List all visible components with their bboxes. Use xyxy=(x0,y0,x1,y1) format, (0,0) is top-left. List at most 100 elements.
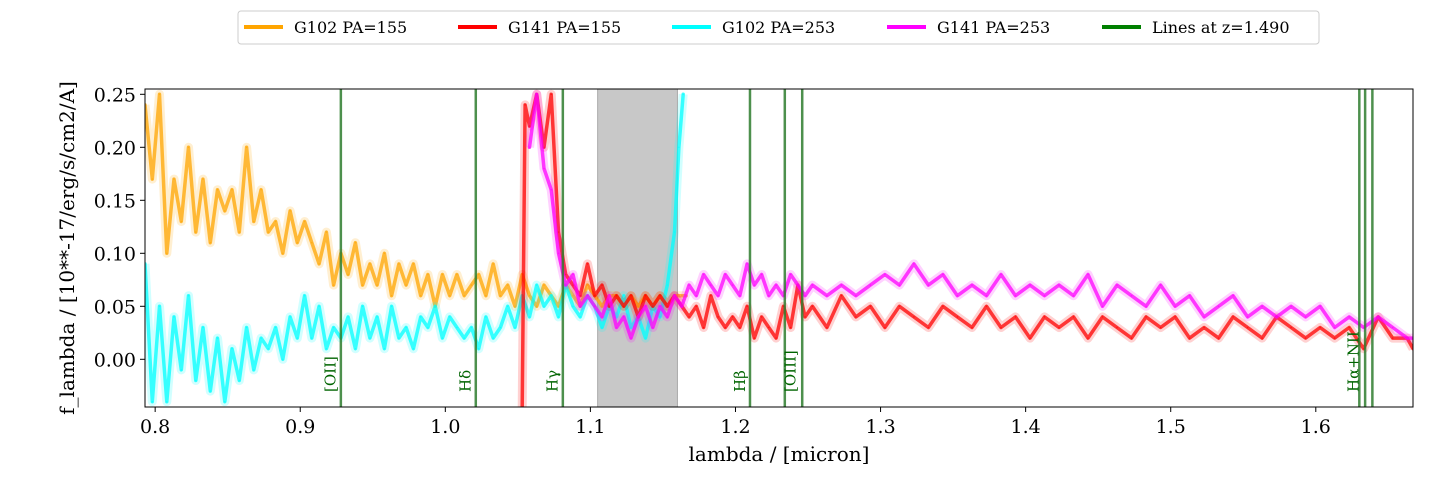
data-point-g141-pa-253 xyxy=(724,273,727,276)
data-point-g141-pa-253 xyxy=(550,188,552,191)
data-point-g141-pa-253 xyxy=(1188,294,1191,297)
data-point-g102-pa-253 xyxy=(151,400,154,403)
data-point-g141-pa-155 xyxy=(1304,337,1307,339)
data-point-g102-pa-155 xyxy=(485,294,487,297)
data-point-g102-pa-155 xyxy=(166,252,168,255)
data-point-g102-pa-253 xyxy=(615,316,618,318)
data-point-g102-pa-155 xyxy=(209,241,212,244)
data-point-g141-pa-155 xyxy=(630,294,632,297)
data-point-g102-pa-253 xyxy=(224,400,226,403)
data-point-g102-pa-253 xyxy=(173,316,175,318)
data-point-g141-pa-155 xyxy=(623,305,625,308)
data-point-g141-pa-155 xyxy=(942,305,944,308)
data-point-g141-pa-253 xyxy=(753,284,756,286)
emission-line-label: Hγ xyxy=(544,370,562,392)
data-point-g141-pa-155 xyxy=(608,305,611,308)
data-point-g141-pa-155 xyxy=(1087,337,1089,339)
data-point-g141-pa-155 xyxy=(688,316,690,318)
data-point-g102-pa-155 xyxy=(245,146,248,149)
data-point-g141-pa-253 xyxy=(1043,294,1046,297)
data-point-g141-pa-253 xyxy=(826,294,828,297)
data-point-g102-pa-155 xyxy=(586,284,589,286)
data-point-g141-pa-253 xyxy=(1072,294,1075,297)
y-tick-label: 0.10 xyxy=(94,243,136,265)
data-point-g102-pa-155 xyxy=(216,188,219,191)
data-point-g141-pa-253 xyxy=(1319,305,1321,308)
data-point-g102-pa-253 xyxy=(412,347,415,350)
data-point-g102-pa-155 xyxy=(361,284,364,286)
data-point-g102-pa-155 xyxy=(158,93,161,96)
data-point-g102-pa-253 xyxy=(477,347,480,350)
data-point-g141-pa-155 xyxy=(869,305,872,308)
data-point-g102-pa-253 xyxy=(543,305,545,308)
data-point-g141-pa-253 xyxy=(1000,273,1002,276)
series-line-g141-pa-253 xyxy=(527,92,1413,340)
data-point-g141-pa-253 xyxy=(637,316,640,318)
data-point-g141-pa-155 xyxy=(666,305,669,308)
data-point-g141-pa-253 xyxy=(985,294,988,297)
data-point-g141-pa-253 xyxy=(1116,284,1118,286)
data-point-g141-pa-155 xyxy=(753,337,756,339)
data-point-g102-pa-155 xyxy=(289,210,291,212)
data-point-g141-pa-155 xyxy=(695,305,698,308)
data-point-g141-pa-253 xyxy=(543,167,545,170)
data-point-g102-pa-155 xyxy=(318,263,320,265)
data-point-g141-pa-155 xyxy=(884,326,886,329)
data-point-g102-pa-253 xyxy=(557,316,560,318)
data-point-g102-pa-155 xyxy=(303,220,306,223)
data-point-g141-pa-155 xyxy=(855,316,857,318)
emission-line-label: [OIII] xyxy=(782,350,800,392)
data-point-g141-pa-155 xyxy=(1043,316,1046,318)
data-point-g141-pa-253 xyxy=(768,294,770,297)
data-point-g141-pa-155 xyxy=(1174,316,1176,318)
data-point-g102-pa-155 xyxy=(499,294,502,297)
data-point-g102-pa-155 xyxy=(383,252,386,255)
data-point-g141-pa-155 xyxy=(1232,316,1234,318)
data-point-g141-pa-155 xyxy=(579,294,581,297)
data-point-g141-pa-253 xyxy=(644,305,647,308)
data-point-g141-pa-253 xyxy=(869,284,872,286)
data-point-g141-pa-155 xyxy=(1058,326,1060,329)
data-point-g141-pa-253 xyxy=(535,93,538,96)
data-point-g102-pa-155 xyxy=(173,178,175,180)
y-tick-label: 0.00 xyxy=(94,349,136,371)
data-point-g102-pa-155 xyxy=(535,305,538,308)
data-point-g141-pa-155 xyxy=(644,294,647,297)
data-point-g102-pa-253 xyxy=(260,337,262,339)
y-tick-label: 0.05 xyxy=(94,296,136,318)
data-point-g141-pa-253 xyxy=(564,284,567,286)
data-point-g141-pa-253 xyxy=(1058,284,1060,286)
data-point-g141-pa-155 xyxy=(811,305,814,308)
legend-label: Lines at z=1.490 xyxy=(1152,18,1290,37)
data-point-g141-pa-155 xyxy=(1130,337,1133,339)
data-point-g102-pa-155 xyxy=(151,178,154,180)
data-point-g141-pa-253 xyxy=(528,146,531,149)
data-point-g141-pa-253 xyxy=(804,294,806,297)
data-point-g141-pa-155 xyxy=(1217,337,1220,339)
data-point-g141-pa-155 xyxy=(768,326,770,329)
data-point-g102-pa-253 xyxy=(514,326,516,329)
data-point-g141-pa-253 xyxy=(956,294,959,297)
data-point-g102-pa-253 xyxy=(405,326,407,329)
data-point-g141-pa-155 xyxy=(913,316,915,318)
data-point-g141-pa-155 xyxy=(572,284,574,286)
data-point-g141-pa-253 xyxy=(927,284,930,286)
data-point-g141-pa-155 xyxy=(971,326,973,329)
data-point-g141-pa-253 xyxy=(884,273,886,276)
data-point-g102-pa-253 xyxy=(528,316,531,318)
data-point-g102-pa-155 xyxy=(398,263,400,265)
data-point-g102-pa-253 xyxy=(347,316,349,318)
data-point-g102-pa-253 xyxy=(383,347,386,350)
data-point-g141-pa-253 xyxy=(601,316,603,318)
data-point-g102-pa-253 xyxy=(506,305,509,308)
data-point-g141-pa-155 xyxy=(956,316,959,318)
data-point-g102-pa-253 xyxy=(579,316,581,318)
data-point-g102-pa-253 xyxy=(434,305,437,308)
data-point-g141-pa-155 xyxy=(550,93,552,96)
data-point-g102-pa-155 xyxy=(405,284,407,286)
y-tick-label: 0.25 xyxy=(94,84,136,106)
data-point-g141-pa-155 xyxy=(1072,316,1075,318)
data-point-g102-pa-253 xyxy=(623,294,625,297)
data-point-g102-pa-155 xyxy=(528,294,531,297)
series-line-g102-pa-155 xyxy=(145,92,688,309)
